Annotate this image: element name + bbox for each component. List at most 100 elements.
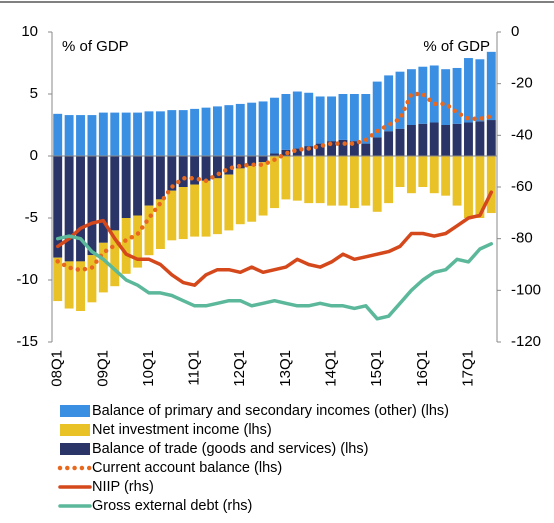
- bar: [110, 112, 120, 156]
- bar: [475, 59, 485, 122]
- line: [55, 190, 494, 287]
- bar: [372, 81, 382, 138]
- bar: [429, 65, 439, 123]
- bar: [212, 156, 222, 179]
- bar: [338, 156, 348, 206]
- bar: [190, 184, 200, 237]
- y2-tick-label: -40: [511, 126, 533, 143]
- bar: [212, 106, 222, 156]
- bar: [464, 122, 473, 156]
- bar: [144, 111, 154, 156]
- bar: [327, 96, 337, 142]
- bar: [281, 94, 291, 150]
- bar: [406, 156, 416, 194]
- y2-tick-label: 0: [511, 23, 519, 40]
- bar: [64, 156, 74, 262]
- bar: [87, 156, 97, 256]
- bar: [190, 108, 200, 156]
- x-tick-label: 12Q1: [231, 350, 248, 387]
- bar: [201, 156, 211, 181]
- bar: [384, 75, 394, 132]
- bar: [190, 156, 200, 185]
- y-tick-label: -10: [16, 271, 38, 288]
- legend-label: Balance of trade (goods and services) (l…: [92, 441, 368, 457]
- bar: [178, 110, 188, 156]
- bar: [304, 92, 314, 147]
- bar: [64, 261, 74, 309]
- y2-tick-label: -120: [511, 333, 541, 350]
- bar: [155, 111, 165, 156]
- x-tick-label: 08Q1: [49, 350, 66, 387]
- bar: [224, 156, 234, 175]
- y-tick-label: 0: [30, 147, 38, 164]
- x-tick-label: 11Q1: [186, 350, 203, 386]
- legend-swatch: [60, 424, 90, 436]
- bar: [418, 123, 428, 156]
- y-axis-label: % of GDP: [62, 38, 129, 55]
- bar: [452, 123, 462, 156]
- x-tick-label: 13Q1: [277, 350, 294, 387]
- bar: [475, 121, 485, 156]
- bar: [395, 71, 405, 129]
- bar: [201, 180, 211, 237]
- line: [55, 234, 494, 321]
- bar: [64, 115, 74, 156]
- bar: [338, 94, 348, 140]
- bar: [235, 156, 245, 169]
- bar: [384, 156, 394, 204]
- bar: [270, 156, 279, 209]
- bar: [384, 131, 394, 156]
- bar: [167, 110, 177, 156]
- bar: [452, 156, 462, 206]
- bar: [270, 97, 279, 154]
- bar: [110, 156, 120, 231]
- y-tick-label: -5: [25, 209, 38, 226]
- bar: [224, 105, 234, 156]
- bar: [349, 94, 359, 142]
- bar: [486, 51, 496, 121]
- y-tick-label: -15: [16, 333, 38, 350]
- bar: [167, 190, 177, 241]
- bar: [178, 187, 188, 240]
- bar: [155, 199, 165, 249]
- legend-label: Gross external debt (rhs): [92, 498, 252, 514]
- bar: [452, 67, 462, 124]
- bar: [76, 156, 85, 262]
- bar: [133, 156, 143, 216]
- y-tick-label: 5: [30, 85, 38, 102]
- bar: [327, 141, 337, 156]
- bar: [270, 153, 279, 156]
- bar: [327, 156, 337, 206]
- bar: [372, 137, 382, 156]
- bar: [235, 103, 245, 156]
- bar: [315, 96, 325, 144]
- bar: [315, 156, 325, 204]
- legend-label: NIIP (rhs): [92, 479, 154, 495]
- bar: [475, 156, 485, 218]
- bar: [464, 58, 473, 123]
- legend-label: Current account balance (lhs): [92, 460, 282, 476]
- legend-label: Balance of primary and secondary incomes…: [92, 403, 449, 419]
- bar: [361, 156, 371, 206]
- bar: [429, 122, 439, 156]
- bar: [121, 218, 131, 274]
- legend-swatch: [60, 443, 90, 455]
- bar: [315, 143, 325, 156]
- bar: [372, 156, 382, 212]
- bar: [361, 143, 371, 156]
- bar: [155, 156, 165, 200]
- bar: [406, 125, 416, 156]
- x-tick-label: 15Q1: [368, 350, 385, 387]
- bar: [87, 115, 97, 156]
- x-tick-label: 14Q1: [323, 350, 340, 387]
- bar: [121, 112, 131, 156]
- bar: [212, 178, 222, 235]
- bar: [292, 156, 302, 201]
- bar: [441, 69, 451, 125]
- bar: [98, 156, 108, 243]
- bar: [53, 257, 63, 302]
- dotted-line: [55, 91, 494, 273]
- bar: [98, 242, 108, 293]
- bar: [98, 112, 108, 156]
